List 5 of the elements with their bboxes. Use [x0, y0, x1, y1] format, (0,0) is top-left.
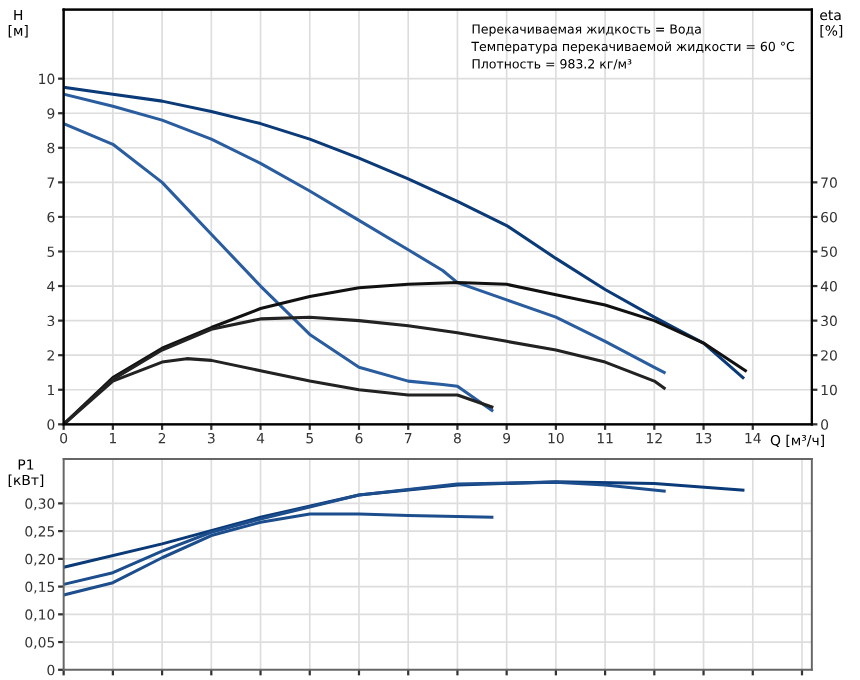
- line-series: [63, 480, 745, 569]
- line-series: [63, 85, 745, 380]
- line-series: [63, 92, 666, 374]
- line-series: [63, 122, 494, 413]
- line-series: [63, 281, 747, 425]
